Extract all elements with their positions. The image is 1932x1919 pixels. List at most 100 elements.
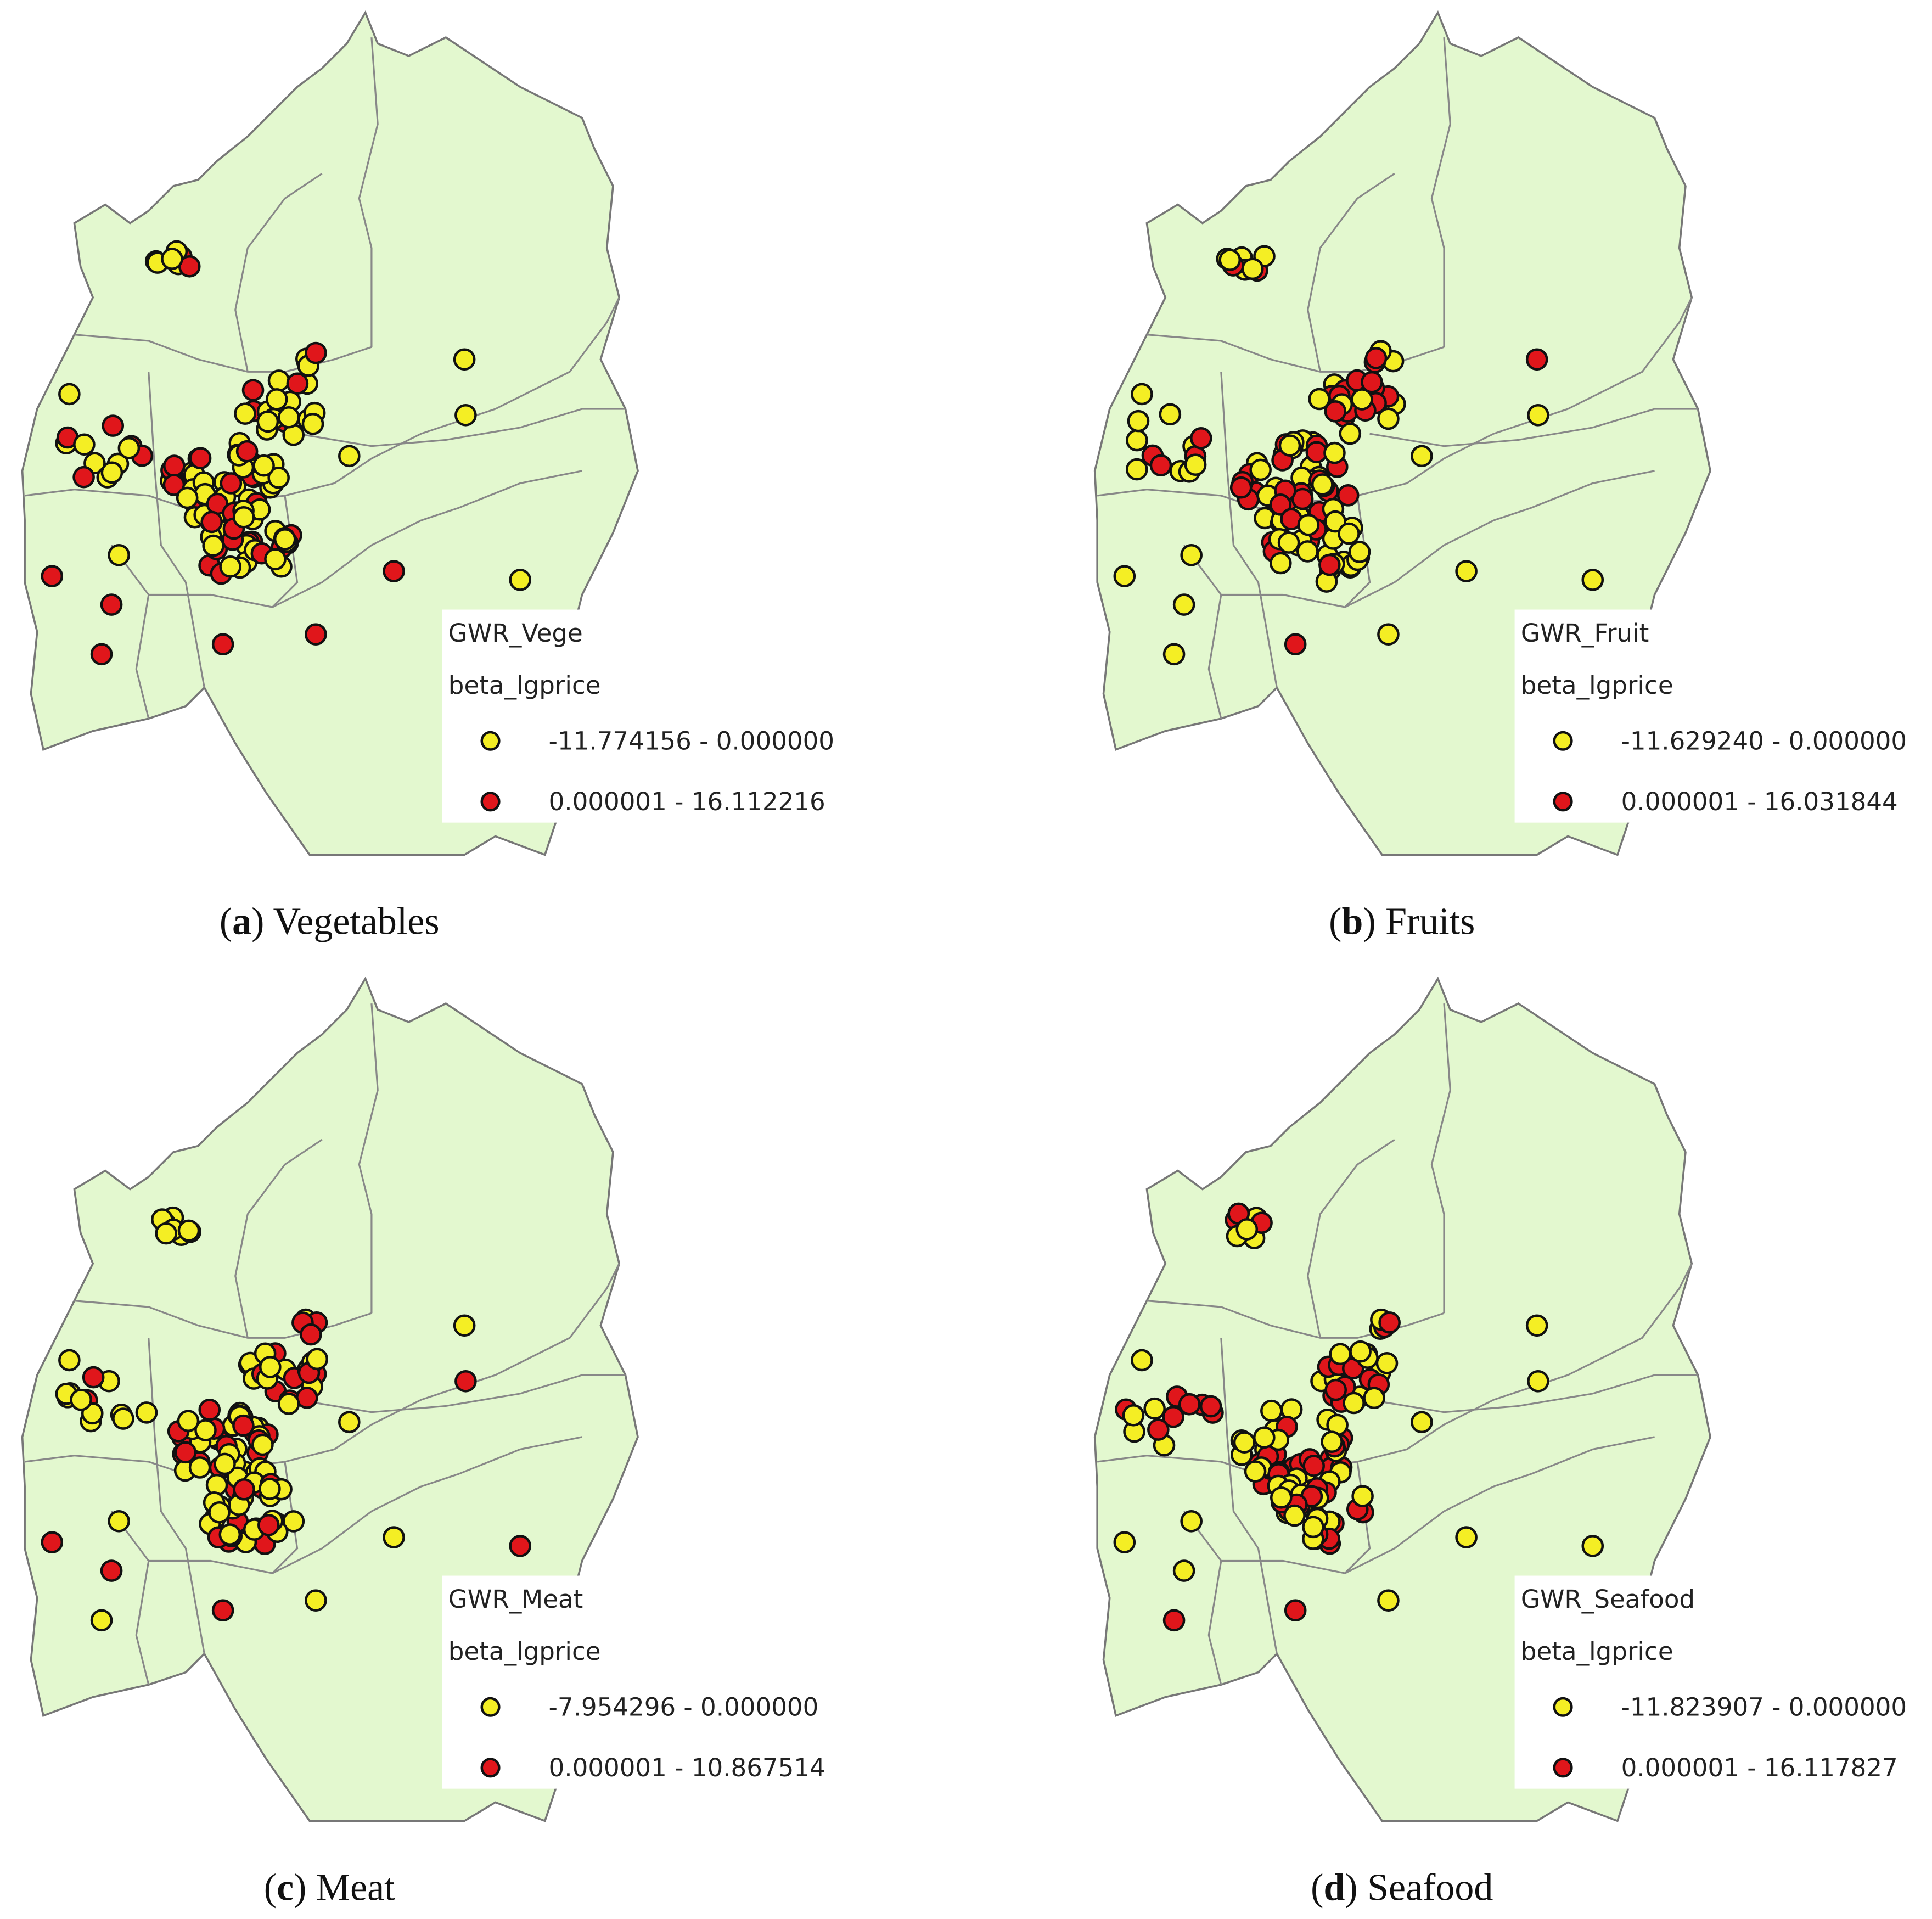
site-point	[1324, 1378, 1347, 1401]
site-point	[1351, 1485, 1374, 1507]
site-point	[1455, 1526, 1478, 1548]
site-point	[1172, 593, 1195, 616]
site-point	[1291, 487, 1314, 510]
site-point	[177, 1410, 200, 1432]
site-point	[509, 569, 531, 591]
site-point	[163, 454, 186, 477]
site-point	[108, 543, 130, 566]
district-boundary	[1369, 408, 1698, 447]
site-point	[72, 465, 95, 489]
site-point	[1184, 453, 1207, 476]
site-point	[1308, 388, 1330, 411]
site-point	[1377, 623, 1400, 646]
site-point	[338, 1411, 361, 1434]
site-point	[1351, 388, 1373, 411]
site-point	[1302, 1455, 1325, 1477]
district-boundary	[1430, 1003, 1451, 1314]
site-point	[1411, 445, 1433, 468]
district-boundary	[297, 1374, 626, 1413]
site-point	[1343, 1391, 1365, 1415]
site-point	[218, 1523, 242, 1546]
legend-title: GWR_Seafood	[1521, 1585, 1695, 1614]
legend-title: GWR_Meat	[448, 1585, 583, 1614]
site-point	[1113, 1531, 1136, 1553]
site-point	[252, 454, 275, 477]
site-point	[265, 388, 288, 411]
site-point	[1260, 1399, 1283, 1422]
district-boundary	[234, 1138, 323, 1338]
legend-swatch	[1553, 1758, 1573, 1778]
district-boundary	[110, 1511, 150, 1685]
district-boundary	[148, 372, 205, 688]
district-boundary	[358, 1003, 379, 1314]
site-point	[1338, 522, 1360, 545]
caption-part: b	[1341, 901, 1363, 943]
site-point	[1411, 1411, 1433, 1434]
site-point	[1321, 1430, 1343, 1453]
legend-subtitle: beta_lgprice	[1521, 1637, 1673, 1666]
map-panel: GWR_Vege beta_lgprice -11.774156 - 0.00000…	[21, 10, 851, 943]
site-point	[174, 1441, 197, 1464]
site-point	[251, 1433, 274, 1456]
legend-box	[1514, 609, 1924, 823]
district-boundary	[1221, 1436, 1655, 1574]
site-point	[454, 403, 477, 427]
site-point	[1244, 1460, 1267, 1483]
site-point	[264, 548, 287, 571]
site-point	[58, 383, 81, 406]
site-point	[194, 1419, 217, 1441]
site-point	[1190, 427, 1212, 450]
site-point	[1180, 543, 1203, 566]
district-boundary	[234, 172, 323, 372]
site-point	[338, 445, 361, 468]
site-point	[82, 1366, 105, 1389]
site-point	[219, 556, 242, 578]
site-point	[509, 1535, 531, 1557]
district-boundary	[24, 1263, 620, 1475]
site-point	[1378, 1311, 1401, 1334]
site-point	[295, 1387, 318, 1409]
legend-title: GWR_Fruit	[1521, 619, 1649, 648]
site-point	[1377, 1589, 1400, 1612]
site-point	[259, 1356, 282, 1378]
district-boundary	[1097, 297, 1693, 509]
district-boundary	[1369, 1374, 1698, 1413]
site-point	[1241, 257, 1264, 280]
site-point	[1284, 633, 1307, 656]
site-point	[234, 402, 256, 425]
site-point	[1127, 409, 1150, 433]
site-point	[305, 1589, 327, 1612]
site-point	[1525, 348, 1548, 371]
site-point	[198, 1399, 221, 1421]
site-point	[1525, 1314, 1548, 1337]
site-point	[1143, 1397, 1166, 1420]
site-point	[1318, 553, 1341, 576]
caption-part: (	[1311, 1867, 1323, 1909]
site-point	[233, 1478, 255, 1501]
caption-part: c	[277, 1867, 294, 1909]
site-point	[1339, 422, 1362, 445]
site-point	[100, 1559, 123, 1582]
site-point	[1269, 493, 1292, 516]
site-point	[1180, 1510, 1203, 1533]
site-point	[257, 1514, 280, 1536]
site-point	[1527, 403, 1549, 427]
district-boundary	[1221, 470, 1655, 608]
site-point	[100, 593, 123, 616]
legend-swatch	[480, 731, 501, 751]
caption-part: a	[232, 901, 251, 943]
site-point	[453, 1314, 476, 1337]
site-point	[267, 466, 290, 489]
site-point	[117, 436, 141, 459]
site-point	[300, 1323, 322, 1346]
site-point	[1159, 403, 1182, 426]
site-point	[277, 406, 300, 429]
site-point	[177, 1219, 200, 1242]
site-point	[1249, 458, 1272, 481]
site-point	[41, 565, 64, 587]
site-point	[90, 643, 113, 666]
site-point	[1302, 1516, 1324, 1539]
site-point	[1278, 434, 1301, 457]
district-boundary	[1220, 372, 1278, 688]
